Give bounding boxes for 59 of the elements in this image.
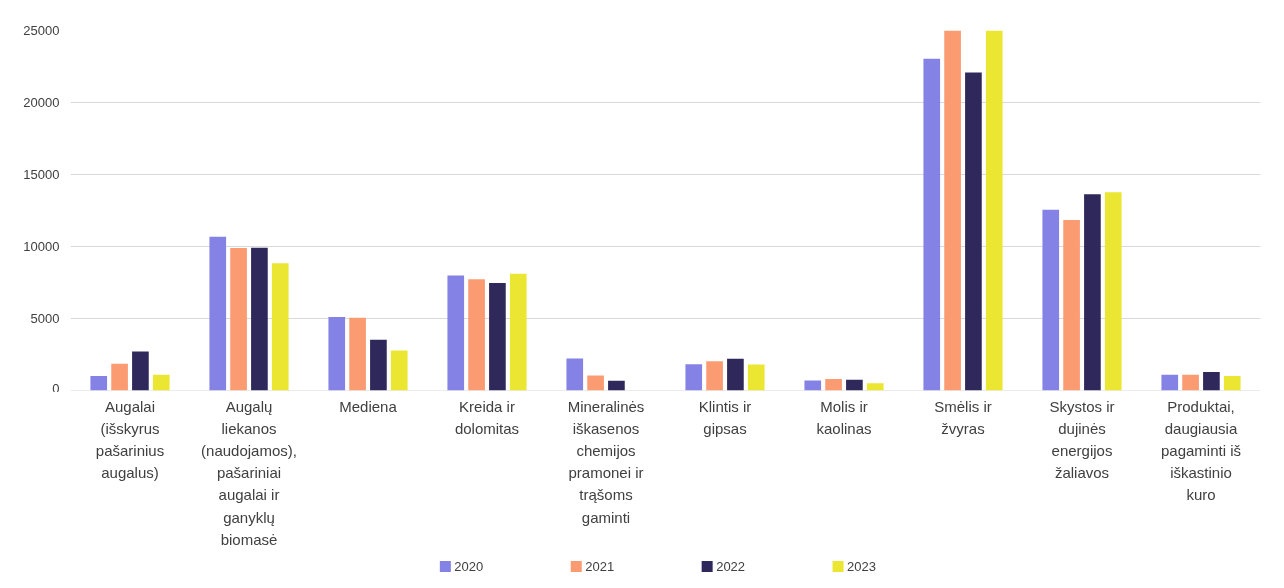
bar [328, 316, 346, 391]
x-tick-label: Klintis ir gipsas [698, 398, 752, 438]
bar [825, 378, 842, 391]
x-tick-label: Kreida ir dolomitas [454, 398, 520, 438]
bar [727, 358, 744, 391]
bar [1104, 192, 1122, 391]
bar [1223, 376, 1241, 391]
bar [965, 72, 982, 391]
x-tick-label: Augalų liekanos (naudojamos), pašariniai augalai ir ganyklų biomasė [201, 398, 297, 548]
x-tick-label: Augalai (išskyrus pašarinius augalus) [95, 398, 165, 482]
y-tick-label: 10000 [23, 239, 60, 254]
y-tick-label: 25000 [23, 23, 60, 38]
legend-label: 2022 [716, 558, 746, 574]
bar [111, 363, 128, 391]
x-tick-label: Skystos ir dujinės energijos žaliavos [1049, 398, 1115, 482]
bar [587, 375, 604, 391]
x-tick-label: Mediena [339, 398, 398, 416]
bar [90, 376, 108, 391]
bar [209, 236, 227, 391]
x-tick-label: Mineralinės iškasenos chemijos pramonei ir trąšoms gaminti [567, 398, 645, 526]
bar [132, 351, 149, 391]
bar [923, 58, 941, 391]
x-tick-label: Smėlis ir žvyras [934, 398, 992, 438]
bar [944, 30, 961, 391]
bar [230, 248, 247, 391]
y-tick-label: 0 [52, 380, 60, 396]
bar [747, 364, 765, 391]
bar [985, 30, 1003, 391]
bar [390, 350, 408, 391]
y-tick-label: 5000 [30, 311, 60, 326]
bar [509, 273, 527, 391]
bar [349, 317, 366, 391]
bar [846, 379, 863, 391]
bar [251, 247, 268, 391]
bar [1084, 194, 1101, 391]
bar [706, 361, 723, 391]
bar [566, 358, 584, 391]
bar [271, 263, 289, 391]
bar [447, 275, 465, 391]
bar [1182, 374, 1199, 391]
bar [370, 339, 387, 391]
bar [152, 374, 170, 391]
bar [685, 364, 703, 391]
bar [1063, 220, 1080, 391]
bar [866, 383, 884, 391]
x-tick-label: Molis ir kaolinas [816, 398, 872, 438]
bar [468, 279, 485, 391]
bar [1042, 209, 1060, 391]
y-tick-label: 15000 [23, 167, 60, 182]
legend-label: 2023 [847, 558, 876, 574]
bar [1161, 374, 1179, 391]
y-tick-label: 20000 [23, 95, 60, 110]
bar [804, 380, 822, 391]
bar [1203, 371, 1220, 391]
bar [608, 380, 625, 391]
legend-label: 2020 [454, 558, 484, 574]
bar [489, 282, 506, 391]
legend-label: 2021 [585, 558, 615, 574]
x-tick-label: Produktai, daugiausia pagaminti iš iškastinio kuro [1160, 398, 1242, 504]
